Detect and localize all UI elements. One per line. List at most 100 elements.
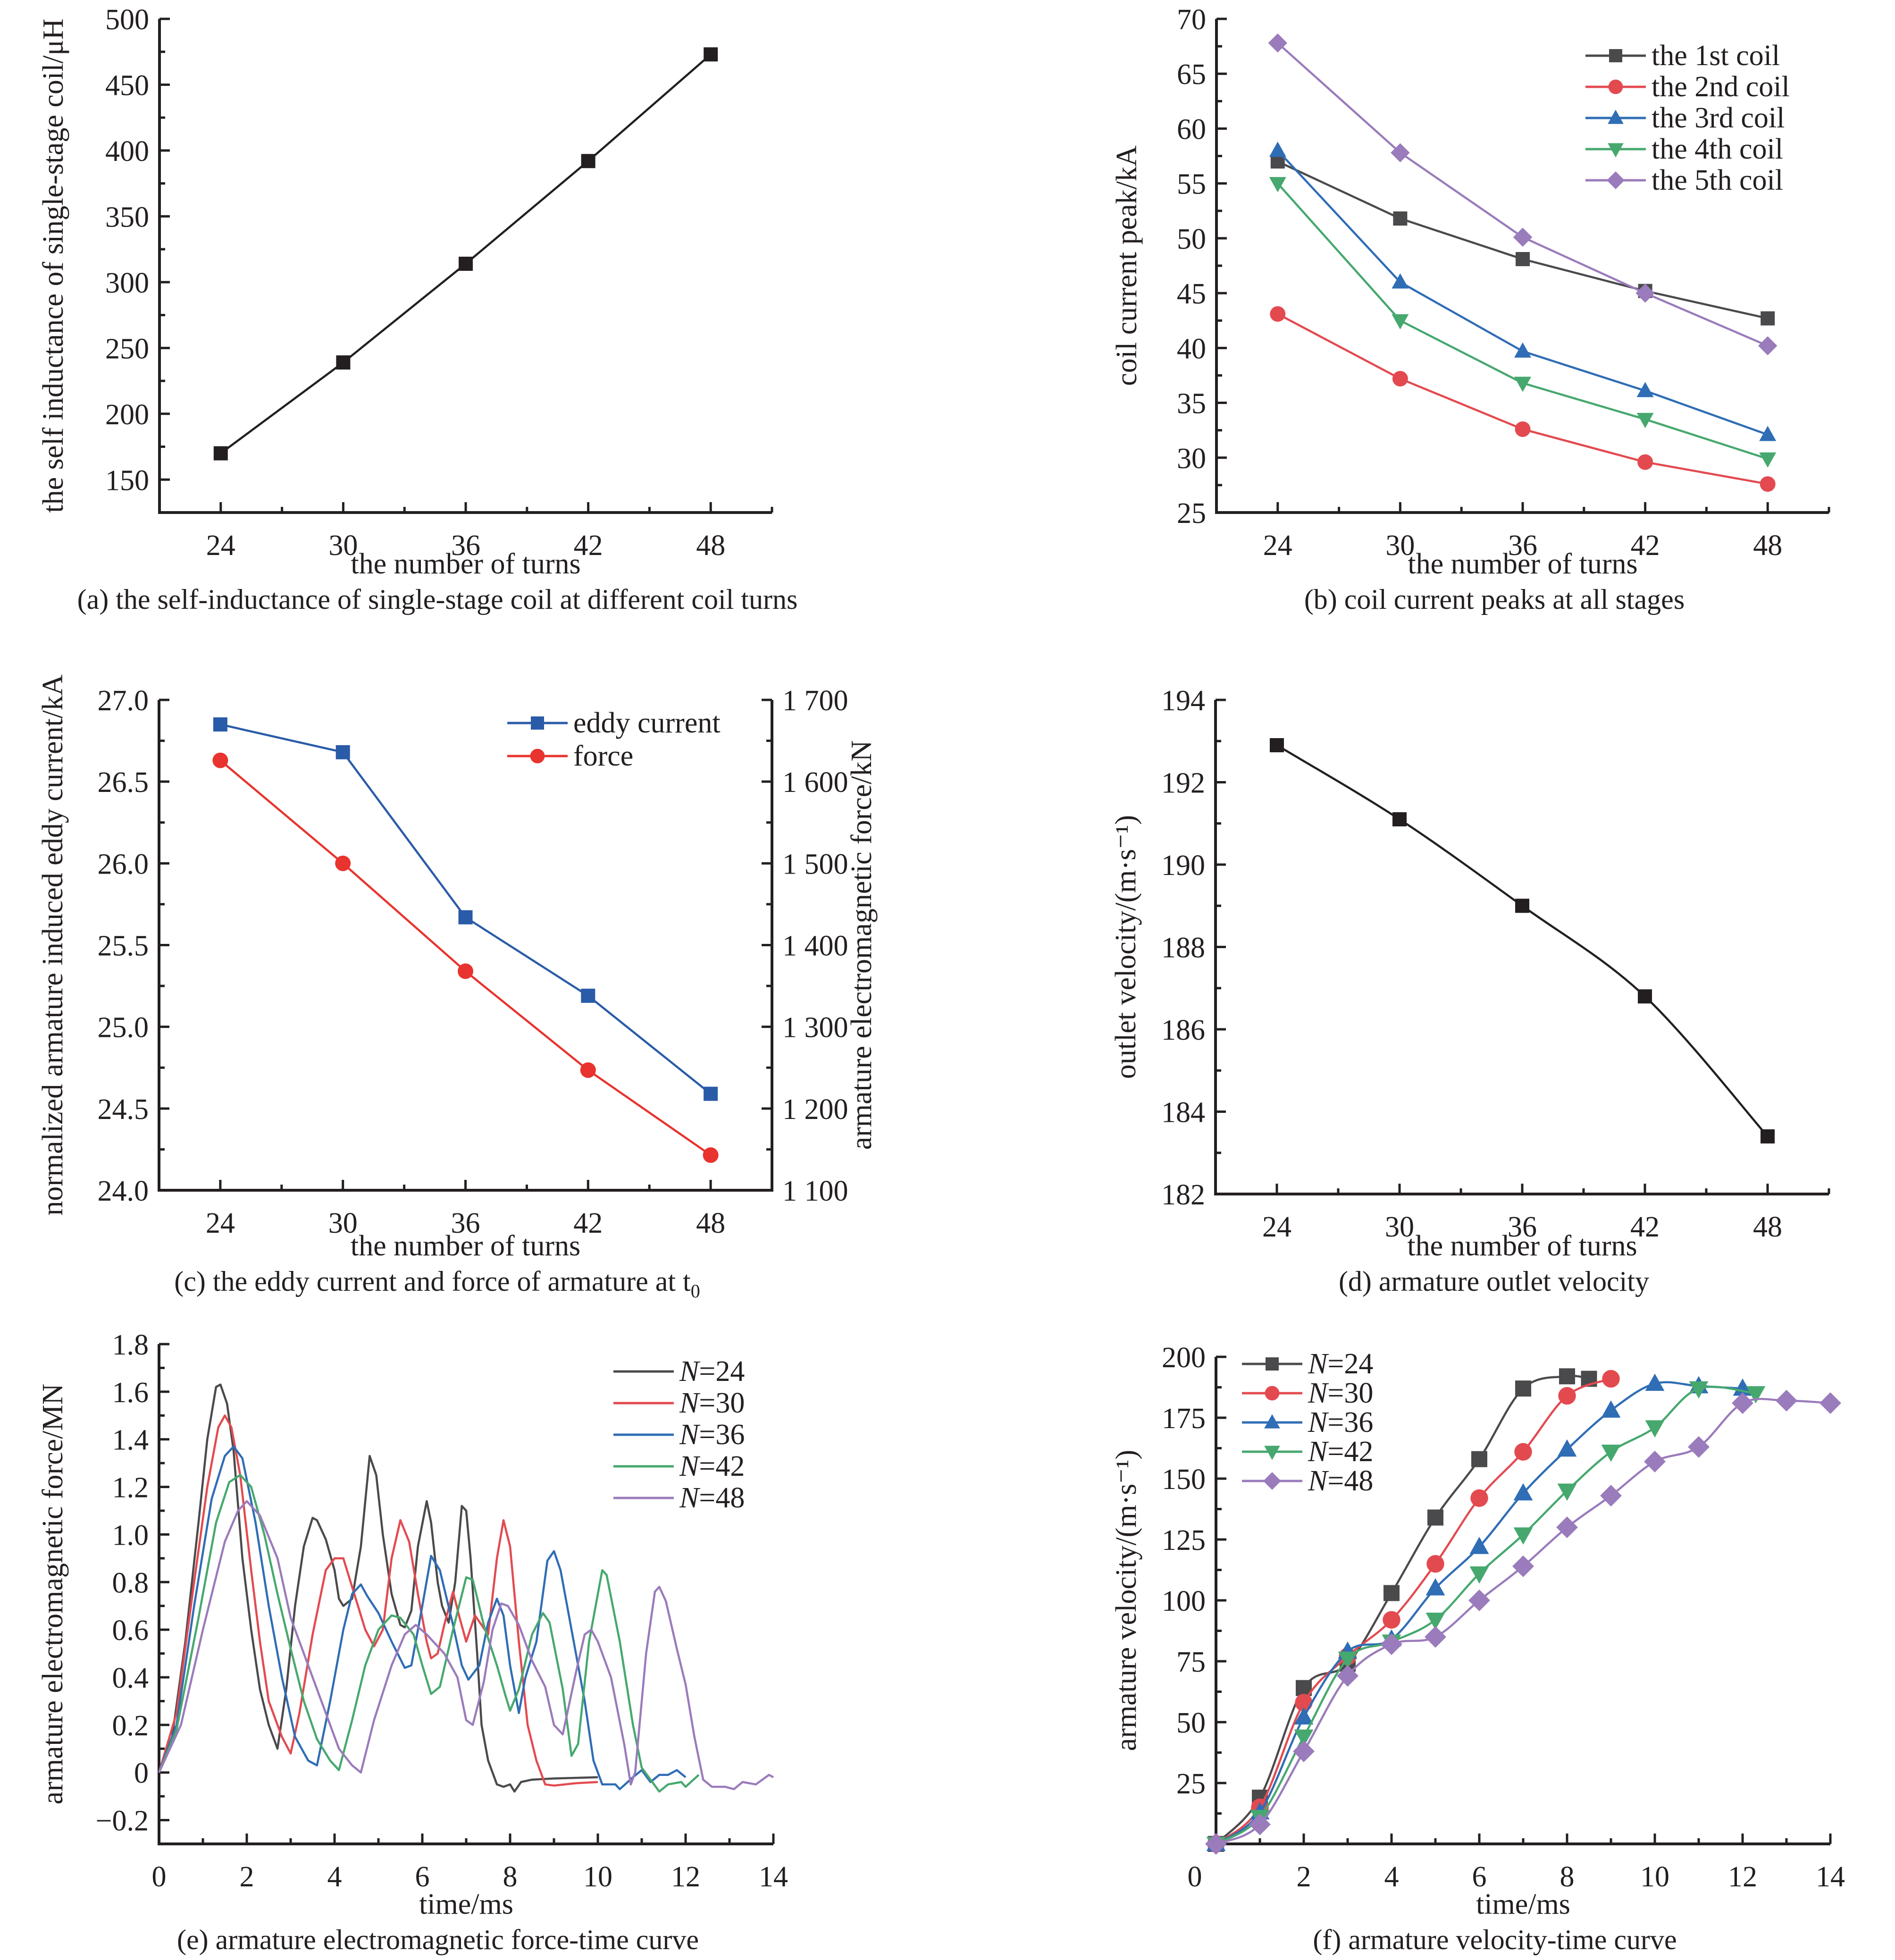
data-point [1392,812,1407,827]
y-right-tick-label: 1 700 [782,685,848,717]
data-point [1470,1489,1488,1507]
y-axis-title: outlet velocity/(m·s⁻¹) [1110,815,1142,1079]
x-tick-label: 2 [240,1861,254,1893]
legend-label: the 5th coil [1652,164,1783,196]
x-tick-label: 48 [696,1207,725,1239]
data-point [1381,1633,1402,1655]
legend-marker [1264,1446,1280,1460]
y-tick-label: 65 [1177,59,1206,91]
y-tick-label: 40 [1177,333,1206,365]
data-point [1293,1740,1315,1762]
legend-label-value: =24 [1327,1348,1373,1380]
x-tick-label: 12 [1728,1861,1757,1893]
legend-label-value: =48 [1327,1465,1373,1497]
x-axis-title: time/ms [419,1888,513,1920]
data-point [1644,1450,1666,1472]
x-tick-label: 14 [1816,1861,1845,1893]
y-tick-label: 192 [1161,767,1205,799]
legend-label: N=24 [1308,1348,1373,1380]
legend-label-value: =48 [699,1482,745,1514]
y-axis-right-title: armature electromagnetic force/kN [846,740,878,1150]
data-point [1637,454,1653,470]
y-tick-label: 75 [1176,1646,1206,1678]
legend-marker [1607,171,1625,189]
legend: N=24N=30N=36N=42N=48 [1242,1348,1373,1497]
y-tick-label: 150 [1162,1464,1206,1496]
x-tick-label: 30 [1385,530,1415,562]
data-point [213,717,227,732]
y-tick-label: 194 [1161,685,1205,717]
data-point [1557,1439,1577,1457]
series-line [158,1445,687,1791]
y-tick-label: 24.5 [98,1094,149,1126]
y-tick-label: 200 [105,399,149,431]
series-n-42 [158,1474,700,1793]
data-point [336,355,351,370]
legend-label: N=30 [1308,1377,1373,1409]
series-n-30 [1207,1370,1620,1853]
y-tick-label: 0.4 [112,1662,149,1694]
y-right-tick-label: 1 200 [782,1094,848,1126]
legend-item: N=24 [1242,1348,1373,1380]
data-point [335,745,350,759]
series-line [1277,183,1768,460]
y-tick-label: 25 [1176,1768,1206,1800]
legend-label: force [573,740,633,772]
caption-text: (b) coil current peaks at all stages [1304,584,1685,615]
legend-marker [1608,79,1623,94]
data-point [1636,382,1654,397]
data-point [1516,252,1530,267]
x-tick-label: 6 [1472,1861,1487,1893]
legend-label-var: N [1308,1377,1329,1409]
caption-text: (c) the eddy current and force of armatu… [174,1266,691,1297]
y-tick-label: 1.4 [112,1424,149,1456]
data-point [1393,211,1408,226]
y-right-tick-label: 1 100 [782,1175,848,1207]
data-point [1638,989,1652,1004]
legend-marker [1609,49,1622,62]
legend-label: N=30 [679,1387,745,1419]
data-point [1392,370,1408,387]
legend-label: N=48 [1308,1465,1373,1497]
data-point [1689,1381,1709,1399]
data-point [1391,143,1410,162]
series-the-4th-coil [1269,177,1777,468]
data-point [1205,1833,1227,1855]
data-point [1758,336,1778,355]
data-point [459,256,473,271]
x-tick-label: 42 [1630,1211,1660,1243]
y-tick-label: 60 [1177,113,1206,145]
y-tick-label: 0 [134,1758,149,1790]
data-point [1249,1813,1271,1835]
y-tick-label: 26.5 [98,766,149,799]
legend-label-value: =42 [699,1450,745,1482]
legend-label-var: N [1308,1406,1329,1438]
x-tick-label: 10 [1640,1861,1669,1893]
y-axis-title: armature velocity/(m·s⁻¹) [1110,1450,1142,1751]
legend-label: N=42 [679,1450,745,1482]
data-point [1270,154,1285,169]
y-tick-label: 0.8 [112,1567,149,1599]
legend-marker [1266,1357,1279,1371]
data-point [1761,1129,1775,1144]
y-tick-label: 1.6 [112,1377,149,1409]
data-point [1425,1578,1445,1596]
data-point [1559,1368,1575,1385]
data-point [1635,283,1655,303]
data-point [1732,1392,1753,1414]
y-axis-title: normalized armature induced eddy current… [37,674,69,1216]
series-line [1216,1397,1831,1845]
data-point [1426,1555,1444,1573]
data-point [212,752,228,768]
legend-marker [1264,1414,1280,1429]
caption-subscript: 0 [691,1280,700,1302]
x-tick-label: 30 [1385,1211,1414,1243]
chart-e: −0.200.20.40.60.81.01.21.41.61.80 2 4 6 8 10 1… [37,1329,788,1955]
legend-marker [531,716,544,730]
legend-marker [1265,1386,1280,1401]
series-line [1277,313,1768,485]
series-n-30 [158,1414,598,1787]
caption-text: (d) armature outlet velocity [1339,1266,1649,1297]
series-the-5th-coil [1268,33,1778,355]
x-tick-label: 36 [451,530,480,562]
